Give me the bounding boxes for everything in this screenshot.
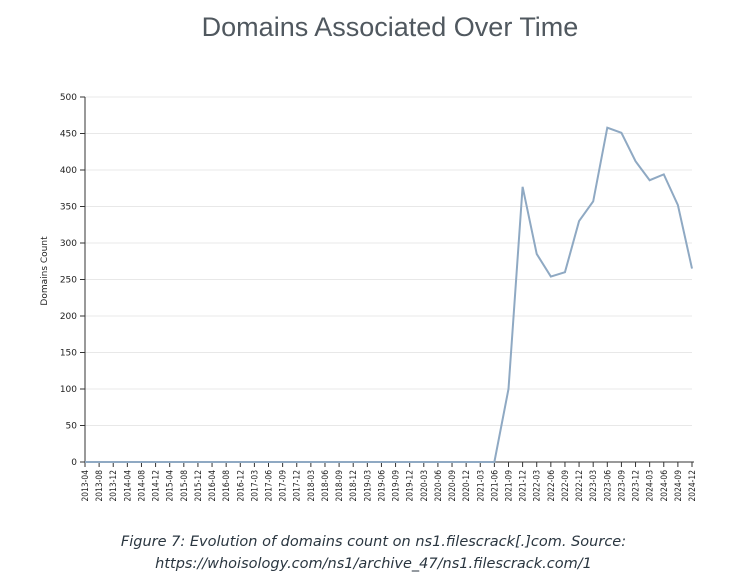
y-tick-label: 500 (60, 93, 77, 103)
x-tick-label: 2020-03 (419, 470, 429, 502)
x-tick-label: 2019-03 (362, 470, 372, 502)
x-tick-label: 2017-06 (264, 470, 274, 502)
y-tick-label: 0 (71, 458, 77, 468)
x-tick-label: 2024-03 (645, 470, 655, 502)
y-tick-label: 250 (60, 276, 77, 286)
x-tick-label: 2018-06 (320, 470, 330, 502)
x-tick-label: 2017-12 (292, 470, 302, 502)
x-tick-label: 2018-09 (334, 470, 344, 502)
x-tick-label: 2023-09 (616, 470, 626, 502)
x-tick-label: 2014-08 (136, 470, 146, 502)
x-tick-label: 2021-12 (518, 470, 528, 502)
y-tick-label: 350 (60, 203, 77, 213)
x-tick-label: 2021-06 (489, 470, 499, 502)
x-tick-label: 2013-12 (108, 470, 118, 502)
x-tick-label: 2021-03 (475, 470, 485, 502)
x-tick-label: 2022-12 (574, 470, 584, 502)
x-tick-label: 2013-04 (80, 470, 90, 502)
x-tick-label: 2018-03 (306, 470, 316, 502)
x-tick-label: 2020-09 (447, 470, 457, 502)
x-tick-label: 2017-09 (278, 470, 288, 502)
y-tick-label: 100 (60, 385, 77, 395)
x-tick-label: 2020-06 (433, 470, 443, 502)
x-tick-label: 2015-08 (179, 470, 189, 502)
x-tick-label: 2016-04 (207, 470, 217, 502)
x-tick-label: 2018-12 (348, 470, 358, 502)
x-tick-label: 2017-03 (249, 470, 259, 502)
y-tick-label: 300 (60, 239, 77, 249)
figure-caption: Figure 7: Evolution of domains count on … (0, 531, 747, 575)
x-tick-label: 2019-06 (376, 470, 386, 502)
x-tick-label: 2014-04 (122, 470, 132, 502)
x-tick-label: 2019-12 (405, 470, 415, 502)
x-tick-labels: 2013-04 2013-08 2013-12 2014-04 2014-08 2014-… (80, 470, 697, 502)
x-tick-label: 2023-03 (588, 470, 598, 502)
caption-line-2: https://whoisology.com/ns1/archive_47/ns… (155, 556, 592, 572)
caption-line-1: Figure 7: Evolution of domains count on … (120, 534, 627, 550)
x-tick-label: 2023-06 (602, 470, 612, 502)
y-tick-label: 200 (60, 312, 77, 322)
y-tick-label: 50 (66, 422, 78, 432)
x-tick-label: 2014-12 (151, 470, 161, 502)
x-tick-label: 2016-08 (221, 470, 231, 502)
chart-title: Domains Associated Over Time (201, 12, 579, 42)
x-tick-label: 2024-06 (659, 470, 669, 502)
y-tick-label: 450 (60, 130, 77, 140)
x-tick-label: 2023-12 (631, 470, 641, 502)
y-tick-label: 150 (60, 349, 77, 359)
grid-lines (85, 96, 692, 426)
y-tick-label: 400 (60, 166, 77, 176)
x-tick-label: 2019-09 (391, 470, 401, 502)
y-axis-label: Domains Count (40, 236, 50, 306)
x-tick-label: 2015-04 (165, 470, 175, 502)
x-tick-label: 2015-12 (193, 470, 203, 502)
x-tick-label: 2022-06 (546, 470, 556, 502)
x-tick-label: 2021-09 (503, 470, 513, 502)
x-tick-label: 2013-08 (94, 470, 104, 502)
series-line (85, 126, 693, 463)
x-tick-label: 2024-09 (673, 470, 683, 502)
x-tick-label: 2022-03 (532, 470, 542, 502)
x-tick-label: 2016-12 (235, 470, 245, 502)
x-tick-label: 2024-12 (687, 470, 697, 502)
x-tick-label: 2022-09 (560, 470, 570, 502)
y-tick-labels: 0 50 100 150 200 250 300 350 400 450 500 (60, 93, 77, 468)
x-tick-label: 2020-12 (461, 470, 471, 502)
